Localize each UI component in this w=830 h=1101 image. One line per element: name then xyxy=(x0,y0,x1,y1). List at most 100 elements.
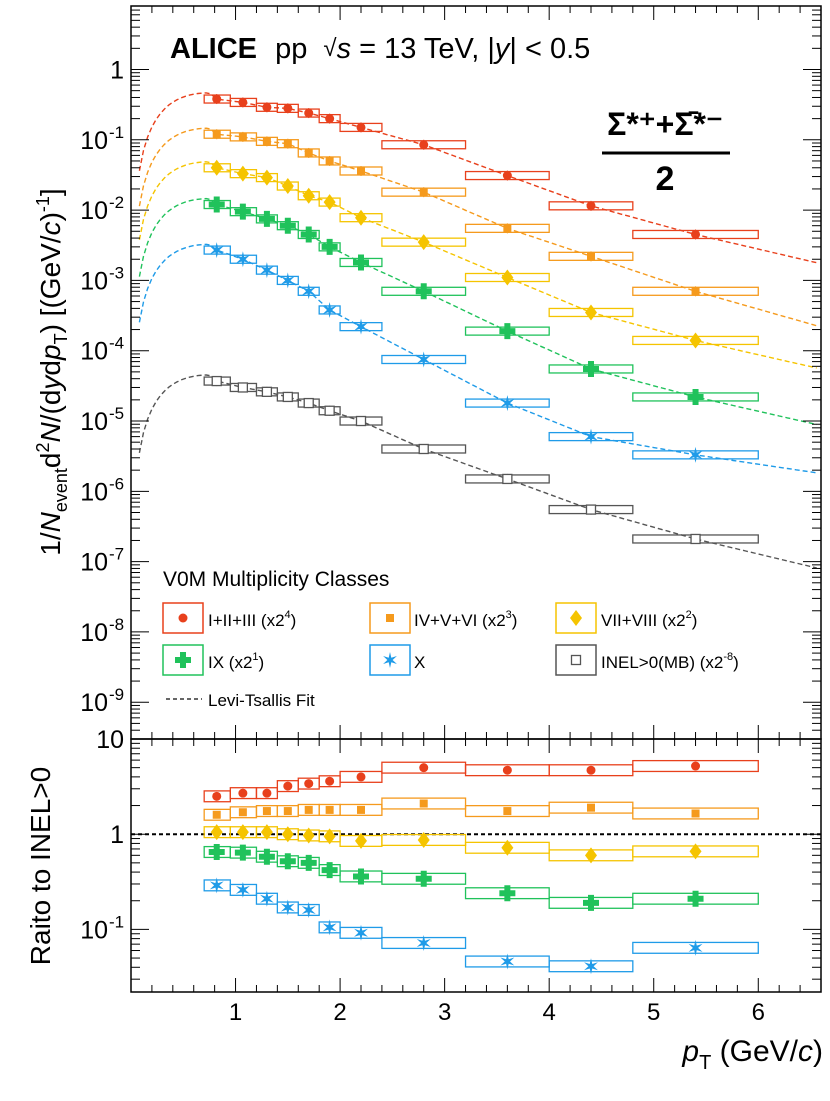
data-point xyxy=(325,156,334,165)
ratio-point xyxy=(301,902,316,918)
data-point xyxy=(212,130,221,139)
y-tick-label: 1 xyxy=(110,821,124,849)
fit-curve xyxy=(138,127,817,327)
data-point xyxy=(586,201,596,211)
ratio-point xyxy=(688,939,703,956)
legend-entry-VII-VIII: VII+VIII (x22) xyxy=(555,602,697,634)
data-point xyxy=(262,137,271,146)
data-point xyxy=(260,262,274,279)
chart-title: ALICE pp √s = 13 TeV, |y| < 0.5 xyxy=(170,33,590,65)
spectra-y-axis-label: 1/Neventd2N/(dydpT) [(GeV/c)-1] xyxy=(33,188,71,555)
legend-label: IX (x21) xyxy=(208,651,264,672)
data-point xyxy=(301,283,316,300)
legend-label: INEL>0(MB) (x2-8) xyxy=(601,651,739,672)
fit-curve xyxy=(138,161,817,369)
ratio-point xyxy=(419,763,429,773)
data-point xyxy=(583,360,599,377)
y-tick-label: 10 xyxy=(80,197,108,225)
ratio-point xyxy=(283,781,293,791)
data-point xyxy=(323,194,336,211)
y-tick-label: 10 xyxy=(80,338,108,366)
ratio-point xyxy=(354,924,368,941)
ratio-point xyxy=(353,868,369,885)
data-point xyxy=(503,224,512,233)
ratio-point xyxy=(322,919,337,936)
data-point xyxy=(688,446,703,463)
data-point xyxy=(234,203,251,220)
data-point xyxy=(209,242,224,259)
data-point xyxy=(587,252,595,261)
y-tick-exponent: -8 xyxy=(109,615,124,634)
data-point xyxy=(208,196,225,213)
ratio-point xyxy=(210,824,223,841)
data-point xyxy=(258,210,275,227)
ratio-point xyxy=(281,826,294,843)
data-point xyxy=(502,171,512,181)
legend-fit-label: Levi-Tsallis Fit xyxy=(208,691,315,710)
ratio-point xyxy=(262,807,271,816)
data-point xyxy=(502,473,513,485)
legend-marker-square xyxy=(386,614,394,622)
data-point xyxy=(419,140,429,150)
data-point xyxy=(353,254,369,271)
data-point xyxy=(417,234,430,251)
legend-entry-I-II-III: I+II+III (x24) xyxy=(162,602,296,634)
data-point xyxy=(304,108,314,118)
legend-marker-open-square xyxy=(570,654,582,666)
ratio-point xyxy=(325,805,334,814)
data-point xyxy=(418,443,429,455)
y-tick-exponent: -2 xyxy=(109,193,124,212)
ratio-point xyxy=(584,958,598,975)
y-tick-exponent: -4 xyxy=(109,334,124,353)
ratio-syst-box xyxy=(632,759,759,773)
data-point xyxy=(261,386,273,397)
ratio-point xyxy=(304,805,313,814)
data-point xyxy=(416,351,431,368)
data-point xyxy=(687,388,704,405)
ratio-y-axis-label: Raito to INEL>0 xyxy=(25,767,56,965)
ratio-point xyxy=(586,765,596,775)
data-point xyxy=(235,251,250,268)
ratio-point xyxy=(503,807,512,816)
x-tick-label: 6 xyxy=(752,999,765,1026)
data-point xyxy=(585,304,597,321)
ratio-point xyxy=(234,844,251,861)
ratio-markers xyxy=(208,761,704,975)
y-tick-label: 1 xyxy=(110,56,124,84)
y-tick-label: 10 xyxy=(80,478,108,506)
x-tick-label: 2 xyxy=(333,999,346,1026)
ratio-point xyxy=(499,885,516,902)
data-markers xyxy=(208,94,704,545)
data-point xyxy=(689,332,702,349)
y-tick-label: 10 xyxy=(80,916,108,944)
data-point xyxy=(325,114,335,124)
ratio-point xyxy=(325,776,335,786)
legend-marker-cross xyxy=(175,652,191,668)
data-point xyxy=(281,178,294,195)
ratio-point xyxy=(302,827,315,844)
y-tick-label: 10 xyxy=(80,127,108,155)
ratio-point xyxy=(687,890,704,907)
y-tick-label: 10 xyxy=(80,267,108,295)
legend-entry-IX: IX (x21) xyxy=(162,644,264,676)
ratio-point xyxy=(235,881,250,898)
ratio-point xyxy=(502,765,512,775)
data-point xyxy=(501,269,514,286)
particle-label-numerator: Σ*⁺+Σ̄*⁻ xyxy=(607,106,723,142)
legend-label: I+II+III (x24) xyxy=(208,609,296,630)
ratio-point xyxy=(416,935,431,951)
data-point xyxy=(500,395,515,412)
y-tick-exponent: -9 xyxy=(109,685,124,704)
data-point xyxy=(499,323,516,340)
data-point xyxy=(236,165,249,182)
data-point xyxy=(691,229,701,239)
y-tick-label: 10 xyxy=(80,689,108,717)
y-tick-exponent: -5 xyxy=(109,404,124,423)
legend-label: VII+VIII (x22) xyxy=(601,609,697,630)
data-point xyxy=(355,209,367,226)
y-tick-label: 10 xyxy=(96,726,124,754)
legend: V0M Multiplicity Classes I+II+III (x24) … xyxy=(162,568,739,710)
